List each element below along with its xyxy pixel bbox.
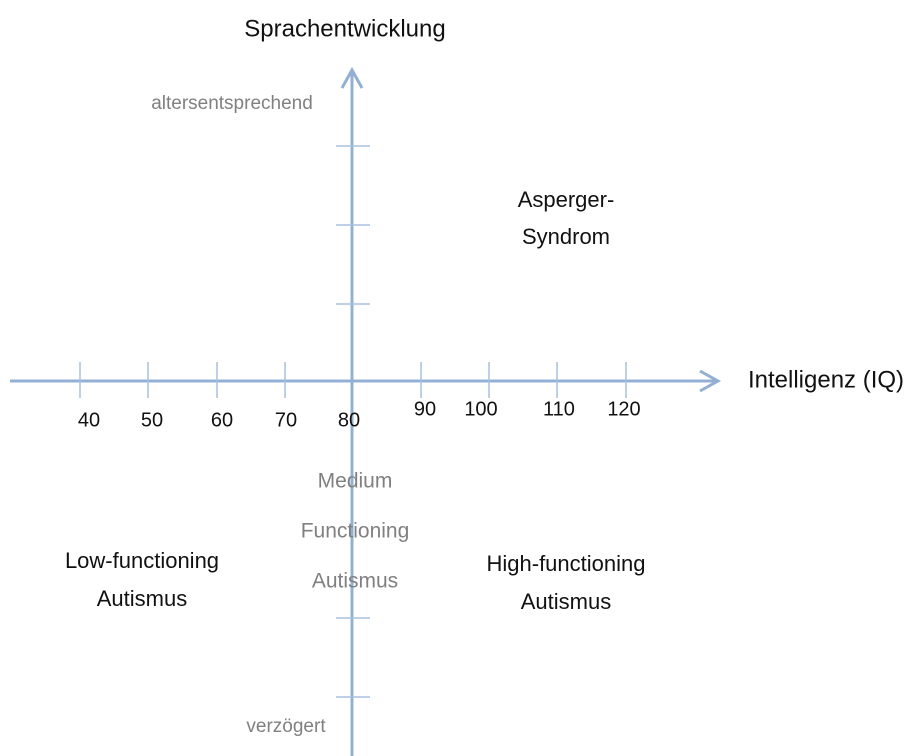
x-axis-title: Intelligenz (IQ) xyxy=(748,366,904,393)
x-arrow xyxy=(699,369,722,393)
region-label: Low-functioning xyxy=(65,548,219,573)
x-tick-label: 40 xyxy=(78,409,100,431)
x-tick-label: 120 xyxy=(607,398,640,420)
y-axis-title: Sprachentwicklung xyxy=(244,15,445,42)
region-label: Asperger- xyxy=(518,187,615,212)
y-bottom-label: verzögert xyxy=(246,716,326,737)
x-tick-label: 60 xyxy=(211,409,233,431)
y-arrow xyxy=(340,66,364,89)
region-label: Medium xyxy=(318,470,393,493)
region-label: Autismus xyxy=(312,570,398,593)
x-tick-label: 100 xyxy=(464,398,497,420)
region-label: Autismus xyxy=(97,586,187,611)
region-label: Autismus xyxy=(521,589,611,614)
x-tick-label: 70 xyxy=(275,409,297,431)
y-top-label: altersentsprechend xyxy=(151,93,313,114)
region-label: Syndrom xyxy=(522,224,610,249)
x-tick-label: 110 xyxy=(543,398,575,420)
x-tick-label: 80 xyxy=(338,409,360,431)
region-label: High-functioning xyxy=(487,551,646,576)
x-tick-label: 50 xyxy=(141,409,163,431)
region-label: Functioning xyxy=(301,520,410,543)
x-tick-label: 90 xyxy=(414,398,436,420)
